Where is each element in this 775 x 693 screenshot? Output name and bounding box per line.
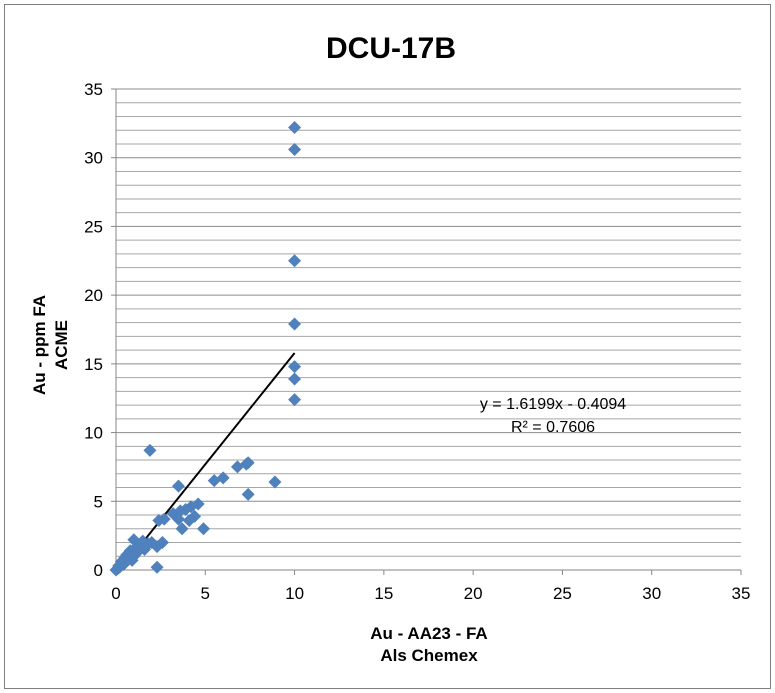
y-tick-label: 35: [84, 80, 103, 99]
data-point: [288, 142, 302, 156]
scatter-chart: DCU-17B 0 5 10 15 20 25 30 35 0 5 10 15 20 25 30 35 y …: [30, 32, 750, 665]
x-tick-label: 0: [111, 584, 120, 603]
x-tick-labels: 0 5 10 15 20 25 30 35: [111, 570, 750, 603]
y-tick-label: 0: [94, 561, 103, 580]
data-point: [197, 522, 210, 536]
gridlines: [116, 88, 741, 557]
data-points: [109, 120, 302, 577]
x-tick-label: 20: [464, 584, 483, 603]
data-point: [150, 560, 164, 574]
data-point: [288, 393, 302, 407]
data-point: [172, 479, 185, 493]
y-axis-label-line1: Au - ppm FA: [30, 295, 49, 395]
data-point: [288, 254, 302, 268]
data-point: [172, 512, 185, 526]
data-point: [288, 372, 302, 386]
y-tick-label: 20: [84, 286, 103, 305]
axes: [115, 89, 741, 571]
trendline-group: [119, 352, 296, 571]
x-tick-label: 25: [553, 584, 572, 603]
y-tick-label: 5: [94, 492, 103, 511]
x-tick-label: 10: [285, 584, 304, 603]
x-tick-label: 35: [732, 584, 751, 603]
data-point: [175, 522, 189, 536]
data-point: [288, 120, 302, 134]
x-tick-label: 5: [201, 584, 210, 603]
x-axis-label-line2: Als Chemex: [380, 646, 478, 665]
trendline-r-squared: R² = 0.7606: [511, 419, 595, 436]
y-tick-labels: 0 5 10 15 20 25 30 35: [84, 80, 116, 580]
data-point: [288, 317, 302, 331]
data-point: [182, 514, 196, 528]
data-point: [268, 475, 282, 489]
y-tick-label: 10: [84, 424, 103, 443]
data-point: [207, 474, 221, 488]
data-point: [157, 512, 171, 526]
data-point: [241, 487, 255, 501]
x-axis-label-line1: Au - AA23 - FA: [370, 624, 487, 643]
trendline-equation: y = 1.6199x - 0.4094: [480, 396, 626, 413]
data-point: [150, 540, 164, 554]
data-point: [230, 460, 244, 474]
trendline: [119, 352, 296, 571]
y-tick-label: 25: [84, 217, 103, 236]
y-tick-label: 15: [84, 355, 103, 374]
y-axis-label-line2: ACME: [52, 320, 71, 370]
x-tick-label: 30: [642, 584, 661, 603]
data-point: [143, 443, 157, 457]
y-tick-label: 30: [84, 149, 103, 168]
x-tick-label: 15: [374, 584, 393, 603]
chart-title: DCU-17B: [326, 32, 456, 65]
chart-frame: DCU-17B 0 5 10 15 20 25 30 35 0 5 10 15 20 25 30 35 y …: [4, 4, 771, 689]
data-point: [118, 556, 132, 570]
data-point: [288, 360, 302, 374]
